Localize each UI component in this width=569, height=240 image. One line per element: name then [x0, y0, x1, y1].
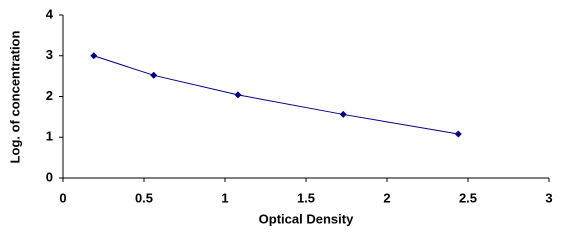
x-tick-label: 2: [383, 190, 390, 205]
y-tick-label: 1: [46, 129, 53, 144]
page: {"chart_data": {"type": "scatter", "x_la…: [7, 6, 553, 227]
y-tick-label: 3: [46, 47, 53, 62]
marker: [90, 52, 98, 60]
x-tick-label: 1: [221, 190, 228, 205]
x-tick-label: 0: [59, 190, 66, 205]
marker: [150, 71, 158, 79]
marker: [454, 130, 462, 138]
curve: [93, 55, 459, 135]
chart: Optical Density Log. of concentration 0 1…: [7, 6, 552, 226]
marker: [234, 91, 242, 99]
x-tick-label: 0.5: [135, 190, 153, 205]
x-tick-label: 2.5: [459, 190, 477, 205]
x-axis-label: Optical Density: [259, 211, 354, 226]
x-tick-label: 1.5: [297, 190, 315, 205]
x-tick-label: 3: [545, 190, 552, 205]
marker: [339, 110, 347, 118]
y-tick-label: 0: [46, 169, 53, 184]
y-tick-label: 4: [46, 6, 54, 21]
y-axis-label: Log. of concentration: [7, 31, 22, 164]
y-tick-label: 2: [46, 88, 53, 103]
